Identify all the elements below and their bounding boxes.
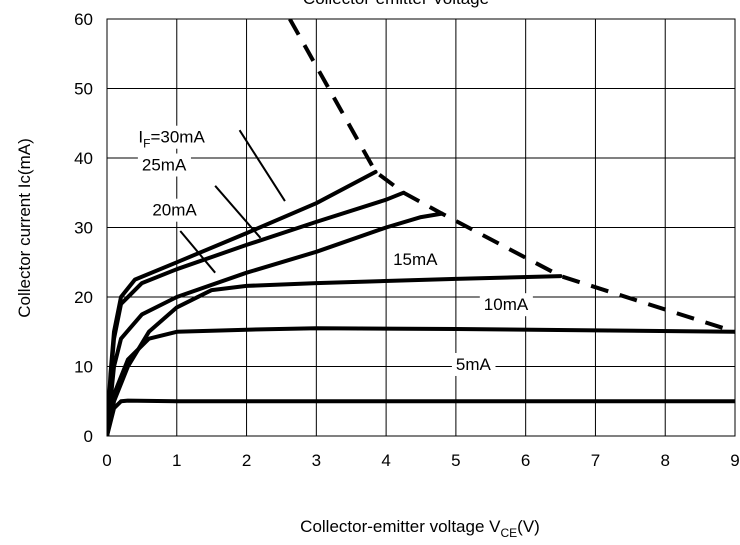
y-tick-label-5: 50 <box>74 80 93 99</box>
series-label-1: 10mA <box>484 295 529 314</box>
series-line-3 <box>107 211 444 436</box>
series-label-main-0: 5mA <box>456 355 492 374</box>
y-tick-label-3: 30 <box>74 219 93 238</box>
series-label-3: 20mA <box>152 201 197 220</box>
series-layer <box>107 169 735 436</box>
x-tick-label-8: 8 <box>660 451 669 470</box>
series-label-4: 25mA <box>142 156 187 175</box>
x-tick-label-4: 4 <box>381 451 390 470</box>
chart-title: Collector-emitter Voltage <box>303 0 489 8</box>
series-label-main-1: 10mA <box>484 295 529 314</box>
y-tick-label-2: 20 <box>74 288 93 307</box>
x-axis-title-tail: (V) <box>517 517 540 536</box>
y-tick-label-0: 0 <box>84 427 93 446</box>
leader-line-4 <box>214 185 262 239</box>
curve-labels: 5mA 10mA 15mA 20mA 25mA IF=30mA <box>134 125 533 376</box>
x-tick-label-2: 2 <box>242 451 251 470</box>
x-tick-label-7: 7 <box>591 451 600 470</box>
x-tick-label-0: 0 <box>102 451 111 470</box>
x-tick-label-5: 5 <box>451 451 460 470</box>
label-bg-1 <box>479 293 533 317</box>
series-label-main-2: 15mA <box>393 250 438 269</box>
series-label-main-5: I <box>138 128 143 147</box>
series-line-1 <box>107 326 735 436</box>
y-tick-labels: 0 10 20 30 40 50 60 <box>74 10 93 446</box>
leader-line-3 <box>179 230 216 274</box>
leader-line-5 <box>238 129 286 202</box>
x-axis-title-main: Collector-emitter voltage V <box>300 517 501 536</box>
series-label-5: IF=30mA <box>138 128 205 151</box>
x-tick-labels: 0 1 2 3 4 5 6 7 8 9 <box>102 451 739 470</box>
label-bg-2 <box>389 248 443 272</box>
x-tick-label-1: 1 <box>172 451 181 470</box>
series-label-tail-5: =30mA <box>150 128 205 147</box>
x-tick-label-6: 6 <box>521 451 530 470</box>
series-label-sub-5: F <box>143 137 150 151</box>
series-label-main-4: 25mA <box>142 156 187 175</box>
series-label-main-3: 20mA <box>152 201 197 220</box>
label-bg-3 <box>148 198 202 222</box>
label-bg-4 <box>137 153 191 177</box>
series-line-5 <box>107 169 378 436</box>
y-tick-label-1: 10 <box>74 358 93 377</box>
x-axis-title-sub: CE <box>500 526 517 540</box>
series-line-0 <box>107 398 735 436</box>
x-axis-title: Collector-emitter voltage VCE(V) <box>300 517 540 540</box>
label-bg-5 <box>134 125 210 149</box>
series-line-2 <box>107 274 563 436</box>
series-label-0: 5mA <box>456 355 492 374</box>
label-bg-0 <box>451 352 496 376</box>
x-tick-label-9: 9 <box>730 451 739 470</box>
y-axis-title: Collector current Ic(mA) <box>15 138 34 317</box>
y-tick-label-4: 40 <box>74 149 93 168</box>
y-tick-label-6: 60 <box>74 10 93 29</box>
x-tick-label-3: 3 <box>312 451 321 470</box>
series-label-2: 15mA <box>393 250 438 269</box>
